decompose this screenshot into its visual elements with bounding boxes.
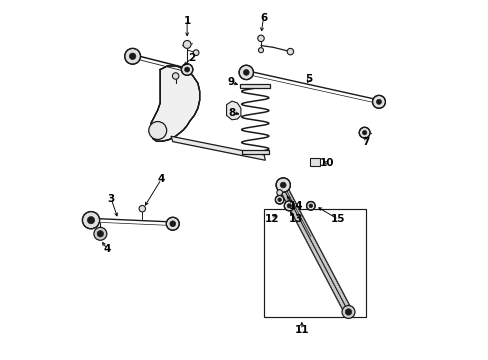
Circle shape: [284, 201, 294, 211]
Text: 1: 1: [183, 17, 190, 27]
Text: 3: 3: [107, 194, 115, 204]
Circle shape: [359, 127, 369, 138]
Polygon shape: [226, 101, 241, 120]
Circle shape: [345, 309, 351, 315]
Text: 2: 2: [187, 53, 195, 63]
Circle shape: [94, 227, 106, 240]
Bar: [309, 158, 319, 166]
Polygon shape: [150, 66, 199, 141]
Circle shape: [124, 48, 140, 64]
Circle shape: [169, 221, 175, 226]
Text: 6: 6: [259, 13, 266, 23]
Circle shape: [258, 48, 263, 53]
Circle shape: [166, 217, 179, 230]
Circle shape: [184, 67, 189, 72]
Circle shape: [129, 53, 136, 59]
Text: 5: 5: [305, 74, 312, 84]
Text: 11: 11: [294, 325, 308, 335]
Circle shape: [243, 69, 249, 75]
Circle shape: [286, 48, 293, 55]
Circle shape: [306, 202, 314, 210]
Circle shape: [275, 195, 284, 204]
Circle shape: [277, 198, 281, 202]
Circle shape: [308, 204, 312, 208]
Circle shape: [286, 204, 291, 208]
Circle shape: [87, 217, 94, 224]
Text: 8: 8: [228, 108, 235, 118]
Circle shape: [362, 131, 366, 135]
Circle shape: [183, 41, 191, 48]
Bar: [264, 209, 366, 317]
Circle shape: [341, 306, 354, 319]
Circle shape: [82, 212, 100, 229]
Bar: [241, 150, 268, 154]
Polygon shape: [171, 136, 265, 160]
Bar: [240, 84, 270, 88]
Circle shape: [276, 190, 282, 195]
Text: 9: 9: [227, 77, 234, 87]
Text: 7: 7: [362, 137, 369, 147]
Text: 12: 12: [264, 215, 279, 224]
Circle shape: [276, 178, 290, 192]
Circle shape: [376, 99, 381, 104]
Text: 10: 10: [319, 158, 333, 168]
Circle shape: [148, 122, 166, 139]
Text: 4: 4: [157, 174, 164, 184]
Circle shape: [139, 206, 145, 212]
Circle shape: [257, 35, 264, 41]
Circle shape: [97, 230, 103, 237]
Circle shape: [239, 65, 253, 80]
Circle shape: [280, 182, 285, 188]
Text: 13: 13: [288, 215, 303, 224]
Circle shape: [193, 50, 199, 55]
Circle shape: [372, 95, 385, 108]
Circle shape: [181, 64, 192, 75]
Circle shape: [172, 73, 179, 79]
Text: 14: 14: [288, 201, 303, 211]
Text: 4: 4: [103, 244, 111, 254]
Text: 15: 15: [330, 215, 345, 224]
